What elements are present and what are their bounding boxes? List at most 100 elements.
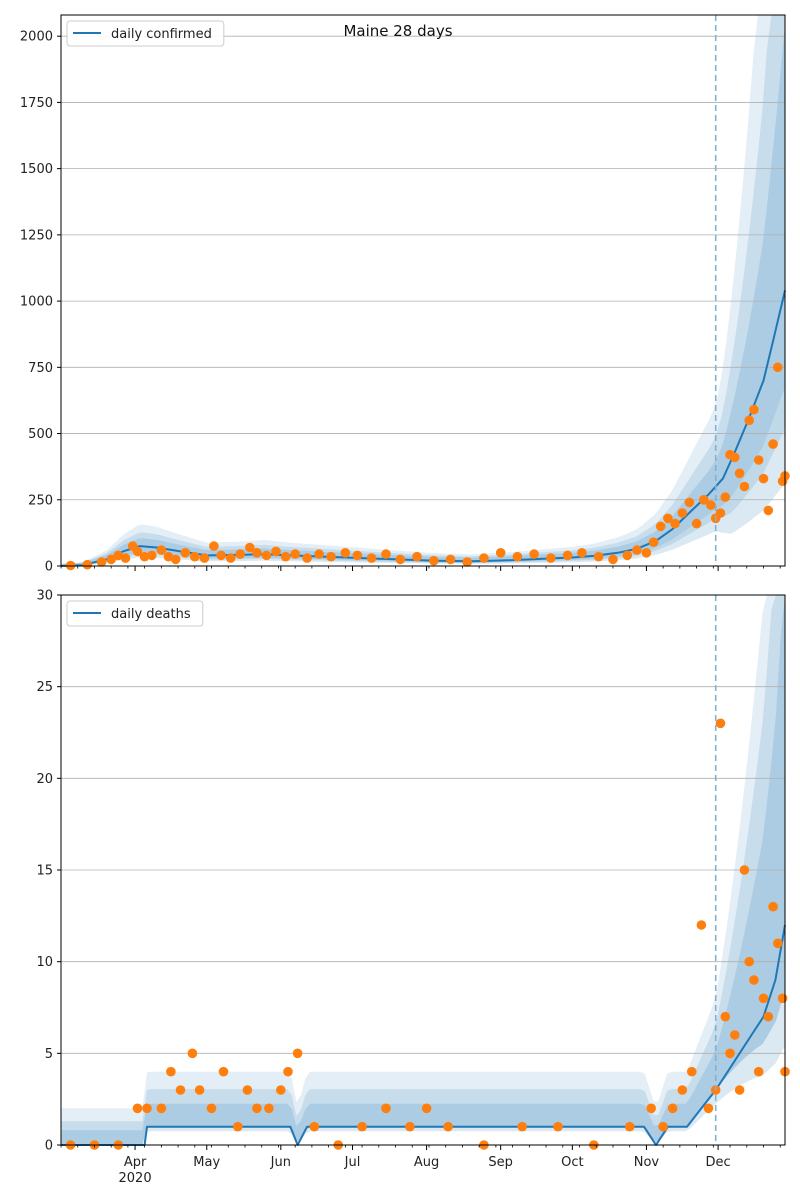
observed-point	[763, 1011, 774, 1022]
observed-point	[242, 1085, 253, 1095]
y-tick-label: 25	[36, 680, 53, 695]
observed-point	[381, 549, 391, 559]
observed-point	[190, 551, 200, 562]
observed-point	[677, 508, 688, 518]
observed-point	[218, 1066, 229, 1077]
observed-point	[622, 550, 633, 561]
observed-point	[749, 975, 759, 985]
y-tick-label: 1000	[20, 295, 53, 310]
observed-point	[235, 549, 245, 559]
observed-point	[261, 550, 272, 561]
observed-point	[199, 553, 210, 563]
confirmed-uncertainty-bands	[61, 15, 785, 566]
observed-point	[699, 495, 709, 505]
observed-point	[663, 513, 673, 524]
observed-point	[703, 1103, 714, 1114]
observed-point	[352, 550, 363, 561]
y-tick-label: 30	[36, 589, 53, 604]
observed-point	[156, 1103, 167, 1114]
observed-point	[405, 1121, 415, 1132]
observed-point	[495, 548, 506, 558]
observed-point	[763, 505, 774, 516]
x-axis-year-label: 2020	[119, 1171, 152, 1186]
y-tick-label: 500	[28, 427, 53, 442]
confirmed-legend-box	[66, 20, 225, 47]
observed-point	[170, 554, 181, 565]
observed-point	[120, 553, 131, 563]
deaths-legend: daily deaths	[66, 600, 204, 627]
uncertainty-band-3	[61, 23, 785, 566]
deaths-legend-label: daily deaths	[111, 607, 191, 622]
uncertainty-band-2	[61, 15, 785, 566]
deaths-observed-points	[65, 718, 790, 1150]
deaths-model-line	[61, 924, 786, 1146]
observed-point	[292, 1048, 303, 1059]
observed-point	[113, 550, 124, 561]
observed-point	[462, 557, 473, 567]
observed-point	[264, 1103, 274, 1114]
y-tick-label: 1750	[20, 96, 53, 111]
observed-point	[577, 548, 587, 558]
observed-point	[768, 439, 778, 449]
observed-point	[175, 1085, 186, 1095]
y-tick-label: 0	[45, 1139, 53, 1154]
observed-point	[216, 550, 226, 561]
observed-point	[641, 548, 652, 558]
observed-point	[357, 1121, 367, 1132]
y-tick-label: 750	[28, 361, 53, 376]
observed-point	[648, 537, 659, 547]
observed-point	[225, 553, 236, 563]
observed-point	[443, 1121, 453, 1132]
observed-point	[739, 481, 750, 492]
confirmed-y-axis-ticks: 0 250 500 750 1000 1250 1500 1750 2000	[20, 30, 61, 575]
observed-point	[233, 1121, 243, 1132]
observed-point	[309, 1121, 320, 1132]
observed-point	[445, 554, 456, 565]
x-tick-label: May	[193, 1155, 220, 1170]
observed-point	[720, 1011, 731, 1022]
observed-point	[744, 415, 754, 426]
observed-point	[667, 1103, 678, 1114]
y-tick-label: 20	[36, 772, 53, 787]
deaths-gridlines	[61, 686, 785, 1054]
observed-point	[194, 1085, 205, 1095]
observed-point	[677, 1085, 688, 1095]
observed-point	[715, 508, 726, 518]
x-tick-label: Aug	[414, 1155, 439, 1170]
deaths-panel: 0 5 10 15 20 25 30 Apr May Jun Jul Aug Sep Oct Nov Dec…	[36, 589, 790, 1186]
deaths-x-axis-ticks: Apr May Jun Jul Aug Sep Oct Nov Dec	[60, 1145, 781, 1170]
observed-point	[340, 548, 351, 558]
confirmed-observed-points	[65, 362, 790, 571]
observed-point	[206, 1103, 217, 1114]
observed-point	[739, 865, 750, 875]
observed-point	[280, 551, 291, 562]
observed-point	[147, 550, 157, 561]
y-tick-label: 250	[28, 493, 53, 508]
observed-point	[777, 993, 788, 1004]
observed-point	[744, 956, 754, 967]
observed-point	[773, 362, 783, 373]
observed-point	[366, 553, 377, 563]
deaths-y-axis-ticks: 0 5 10 15 20 25 30	[36, 589, 61, 1154]
observed-point	[429, 555, 439, 566]
chart-title: Maine 28 days	[343, 22, 452, 40]
observed-point	[658, 1121, 668, 1132]
observed-point	[142, 1103, 152, 1114]
deaths-plot-frame	[60, 594, 786, 1146]
y-tick-label: 1500	[20, 162, 53, 177]
observed-point	[734, 468, 745, 479]
observed-point	[290, 549, 301, 559]
confirmed-plot-frame	[60, 14, 786, 567]
observed-point	[773, 938, 783, 949]
observed-point	[758, 993, 769, 1004]
observed-point	[132, 546, 143, 557]
deaths-model-line-group	[61, 924, 786, 1146]
observed-point	[209, 541, 219, 551]
y-tick-label: 2000	[20, 30, 53, 45]
observed-point	[646, 1103, 656, 1114]
confirmed-panel: 0 250 500 750 1000 1250 1500 1750 2000 daily con…	[20, 14, 790, 575]
y-tick-label: 5	[45, 1047, 53, 1062]
observed-point	[252, 548, 262, 558]
